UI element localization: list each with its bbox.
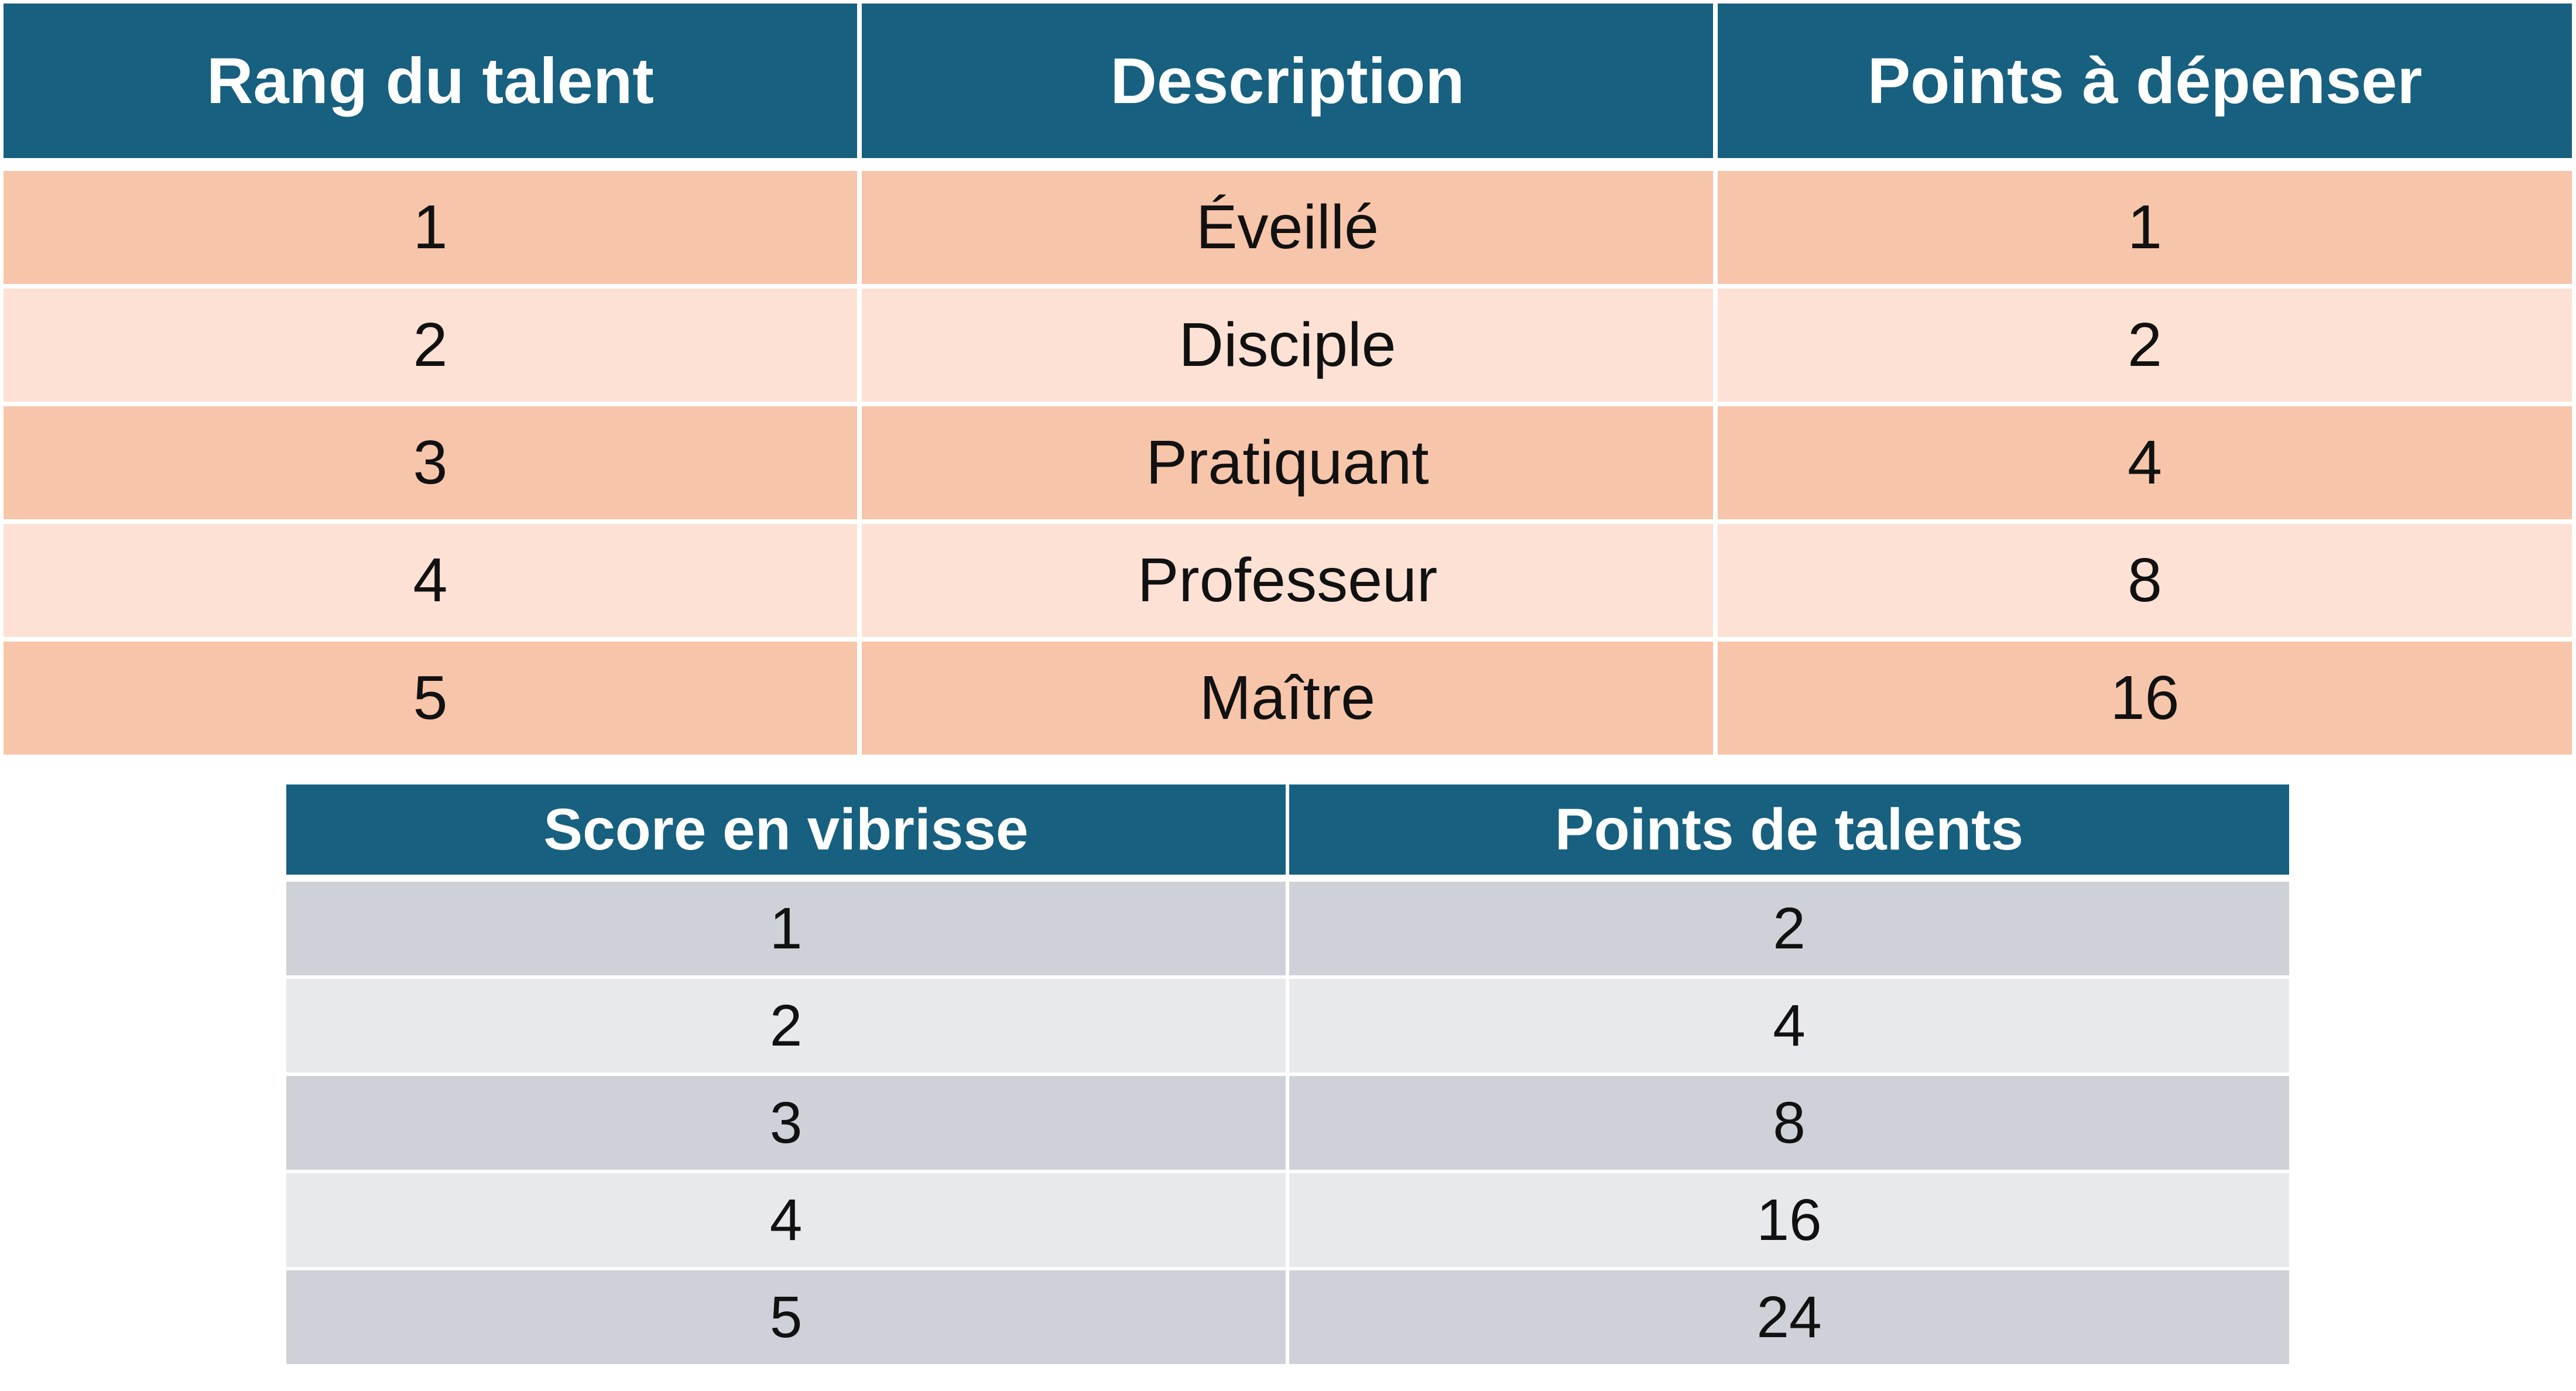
table-row: 1 Éveillé 1 [4,165,2572,289]
score-cell: 1 [286,878,1289,979]
score-cell: 5 [286,1269,1289,1364]
score-cell: 4 [286,1171,1289,1270]
description-cell: Maître [859,639,1718,755]
points-cell: 8 [1715,522,2572,642]
description-cell: Éveillé [859,165,1718,289]
points-cell: 4 [1715,404,2572,524]
talent-points-cell: 24 [1287,1269,2289,1364]
header-description: Description [859,4,1718,171]
table-row: 1 2 [286,878,2289,979]
table-row: 5 24 [286,1269,2289,1364]
table-row: 3 Pratiquant 4 [4,404,2572,524]
points-cell: 1 [1715,165,2572,289]
whisker-score-table: Score en vibrisse Points de talents 1 2 … [286,784,2289,1364]
rank-cell: 3 [4,404,862,524]
table-row: 4 Professeur 8 [4,522,2572,642]
description-cell: Disciple [859,286,1718,406]
rank-cell: 1 [4,165,862,289]
points-cell: 16 [1715,639,2572,755]
header-whisker-score: Score en vibrisse [286,784,1289,882]
table-row: 5 Maître 16 [4,639,2572,755]
talent-points-cell: 16 [1287,1171,2289,1270]
talent-points-cell: 2 [1287,878,2289,979]
table-header-row: Score en vibrisse Points de talents [286,784,2289,882]
talent-points-cell: 8 [1287,1074,2289,1173]
rank-cell: 4 [4,522,862,642]
rank-cell: 2 [4,286,862,406]
header-talent-points: Points de talents [1287,784,2289,882]
table-row: 4 16 [286,1171,2289,1270]
score-cell: 2 [286,977,1289,1076]
table-row: 3 8 [286,1074,2289,1173]
score-cell: 3 [286,1074,1289,1173]
description-cell: Pratiquant [859,404,1718,524]
points-cell: 2 [1715,286,2572,406]
header-points-to-spend: Points à dépenser [1715,4,2572,171]
table-row: 2 4 [286,977,2289,1076]
rank-cell: 5 [4,639,862,755]
talent-points-cell: 4 [1287,977,2289,1076]
table-header-row: Rang du talent Description Points à dépe… [4,4,2572,171]
description-cell: Professeur [859,522,1718,642]
table-row: 2 Disciple 2 [4,286,2572,406]
header-rank: Rang du talent [4,4,862,171]
talent-rank-table: Rang du talent Description Points à dépe… [4,4,2572,755]
